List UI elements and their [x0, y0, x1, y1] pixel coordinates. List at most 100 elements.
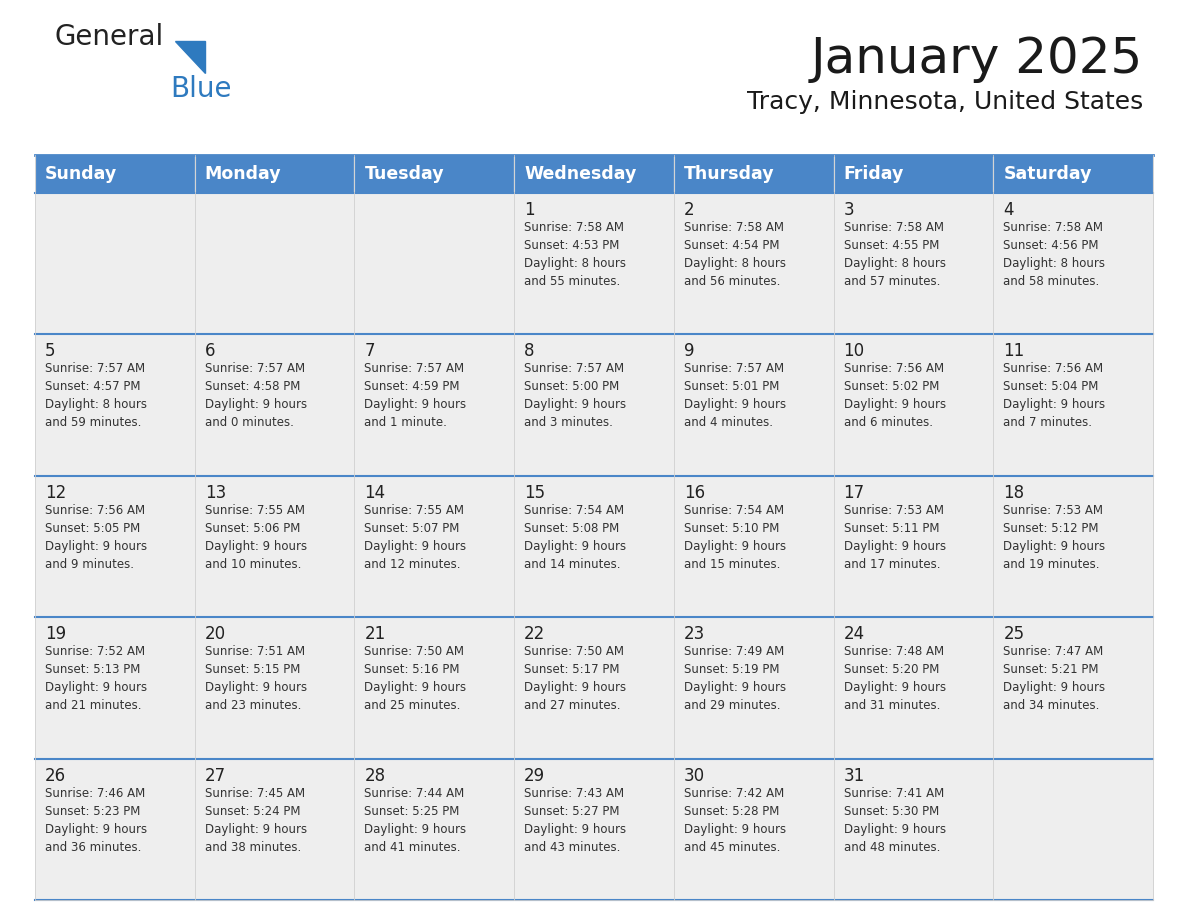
Bar — [195, 155, 354, 193]
Bar — [354, 758, 514, 900]
Bar — [834, 617, 993, 758]
Text: Sunrise: 7:58 AM
Sunset: 4:55 PM
Daylight: 8 hours
and 57 minutes.: Sunrise: 7:58 AM Sunset: 4:55 PM Dayligh… — [843, 221, 946, 288]
Text: 19: 19 — [45, 625, 67, 644]
Text: Sunrise: 7:56 AM
Sunset: 5:05 PM
Daylight: 9 hours
and 9 minutes.: Sunrise: 7:56 AM Sunset: 5:05 PM Dayligh… — [45, 504, 147, 571]
Bar — [34, 155, 195, 193]
Text: Sunrise: 7:48 AM
Sunset: 5:20 PM
Daylight: 9 hours
and 31 minutes.: Sunrise: 7:48 AM Sunset: 5:20 PM Dayligh… — [843, 645, 946, 712]
Bar — [195, 758, 354, 900]
Text: 9: 9 — [684, 342, 694, 361]
Text: Sunrise: 7:43 AM
Sunset: 5:27 PM
Daylight: 9 hours
and 43 minutes.: Sunrise: 7:43 AM Sunset: 5:27 PM Dayligh… — [524, 787, 626, 854]
Bar — [354, 476, 514, 617]
Text: 16: 16 — [684, 484, 704, 502]
Text: 15: 15 — [524, 484, 545, 502]
Bar — [514, 155, 674, 193]
Text: 4: 4 — [1004, 201, 1013, 219]
Bar — [34, 193, 195, 334]
Text: Sunrise: 7:42 AM
Sunset: 5:28 PM
Daylight: 9 hours
and 45 minutes.: Sunrise: 7:42 AM Sunset: 5:28 PM Dayligh… — [684, 787, 786, 854]
Text: 18: 18 — [1004, 484, 1024, 502]
Text: 2: 2 — [684, 201, 695, 219]
Bar — [514, 476, 674, 617]
Text: 26: 26 — [45, 767, 67, 785]
Text: Tuesday: Tuesday — [365, 165, 444, 183]
Bar — [195, 476, 354, 617]
Bar — [195, 334, 354, 476]
Text: 6: 6 — [204, 342, 215, 361]
Text: 13: 13 — [204, 484, 226, 502]
Text: 11: 11 — [1004, 342, 1024, 361]
Text: Sunrise: 7:54 AM
Sunset: 5:08 PM
Daylight: 9 hours
and 14 minutes.: Sunrise: 7:54 AM Sunset: 5:08 PM Dayligh… — [524, 504, 626, 571]
Bar — [514, 193, 674, 334]
Bar — [834, 476, 993, 617]
Text: Sunrise: 7:51 AM
Sunset: 5:15 PM
Daylight: 9 hours
and 23 minutes.: Sunrise: 7:51 AM Sunset: 5:15 PM Dayligh… — [204, 645, 307, 712]
Text: 17: 17 — [843, 484, 865, 502]
Text: Blue: Blue — [170, 75, 232, 103]
Text: Sunrise: 7:57 AM
Sunset: 5:01 PM
Daylight: 9 hours
and 4 minutes.: Sunrise: 7:57 AM Sunset: 5:01 PM Dayligh… — [684, 363, 786, 430]
Text: 1: 1 — [524, 201, 535, 219]
Text: 24: 24 — [843, 625, 865, 644]
Text: 23: 23 — [684, 625, 706, 644]
Bar — [514, 617, 674, 758]
Text: General: General — [55, 23, 164, 51]
Text: Sunrise: 7:58 AM
Sunset: 4:56 PM
Daylight: 8 hours
and 58 minutes.: Sunrise: 7:58 AM Sunset: 4:56 PM Dayligh… — [1004, 221, 1105, 288]
Bar — [674, 193, 834, 334]
Text: Sunrise: 7:57 AM
Sunset: 5:00 PM
Daylight: 9 hours
and 3 minutes.: Sunrise: 7:57 AM Sunset: 5:00 PM Dayligh… — [524, 363, 626, 430]
Text: Sunrise: 7:52 AM
Sunset: 5:13 PM
Daylight: 9 hours
and 21 minutes.: Sunrise: 7:52 AM Sunset: 5:13 PM Dayligh… — [45, 645, 147, 712]
Bar — [993, 193, 1154, 334]
Text: Sunrise: 7:55 AM
Sunset: 5:06 PM
Daylight: 9 hours
and 10 minutes.: Sunrise: 7:55 AM Sunset: 5:06 PM Dayligh… — [204, 504, 307, 571]
Text: Sunrise: 7:56 AM
Sunset: 5:02 PM
Daylight: 9 hours
and 6 minutes.: Sunrise: 7:56 AM Sunset: 5:02 PM Dayligh… — [843, 363, 946, 430]
Bar — [993, 758, 1154, 900]
Bar — [354, 617, 514, 758]
Text: Sunrise: 7:47 AM
Sunset: 5:21 PM
Daylight: 9 hours
and 34 minutes.: Sunrise: 7:47 AM Sunset: 5:21 PM Dayligh… — [1004, 645, 1105, 712]
Bar — [834, 758, 993, 900]
Polygon shape — [175, 41, 206, 73]
Text: Sunrise: 7:58 AM
Sunset: 4:53 PM
Daylight: 8 hours
and 55 minutes.: Sunrise: 7:58 AM Sunset: 4:53 PM Dayligh… — [524, 221, 626, 288]
Text: Sunday: Sunday — [45, 165, 118, 183]
Text: Sunrise: 7:55 AM
Sunset: 5:07 PM
Daylight: 9 hours
and 12 minutes.: Sunrise: 7:55 AM Sunset: 5:07 PM Dayligh… — [365, 504, 467, 571]
Bar — [834, 193, 993, 334]
Bar — [674, 758, 834, 900]
Text: 12: 12 — [45, 484, 67, 502]
Text: 3: 3 — [843, 201, 854, 219]
Bar — [834, 334, 993, 476]
Text: Sunrise: 7:50 AM
Sunset: 5:17 PM
Daylight: 9 hours
and 27 minutes.: Sunrise: 7:50 AM Sunset: 5:17 PM Dayligh… — [524, 645, 626, 712]
Bar — [993, 334, 1154, 476]
Bar — [354, 334, 514, 476]
Bar — [993, 617, 1154, 758]
Bar — [195, 617, 354, 758]
Text: 8: 8 — [524, 342, 535, 361]
Bar — [674, 334, 834, 476]
Text: Sunrise: 7:50 AM
Sunset: 5:16 PM
Daylight: 9 hours
and 25 minutes.: Sunrise: 7:50 AM Sunset: 5:16 PM Dayligh… — [365, 645, 467, 712]
Text: 20: 20 — [204, 625, 226, 644]
Text: Tracy, Minnesota, United States: Tracy, Minnesota, United States — [747, 90, 1143, 114]
Text: Sunrise: 7:56 AM
Sunset: 5:04 PM
Daylight: 9 hours
and 7 minutes.: Sunrise: 7:56 AM Sunset: 5:04 PM Dayligh… — [1004, 363, 1105, 430]
Text: Sunrise: 7:49 AM
Sunset: 5:19 PM
Daylight: 9 hours
and 29 minutes.: Sunrise: 7:49 AM Sunset: 5:19 PM Dayligh… — [684, 645, 786, 712]
Text: 27: 27 — [204, 767, 226, 785]
Bar — [674, 476, 834, 617]
Text: Sunrise: 7:46 AM
Sunset: 5:23 PM
Daylight: 9 hours
and 36 minutes.: Sunrise: 7:46 AM Sunset: 5:23 PM Dayligh… — [45, 787, 147, 854]
Text: Sunrise: 7:44 AM
Sunset: 5:25 PM
Daylight: 9 hours
and 41 minutes.: Sunrise: 7:44 AM Sunset: 5:25 PM Dayligh… — [365, 787, 467, 854]
Bar — [34, 476, 195, 617]
Text: January 2025: January 2025 — [810, 35, 1143, 83]
Text: 7: 7 — [365, 342, 375, 361]
Bar — [34, 617, 195, 758]
Text: 31: 31 — [843, 767, 865, 785]
Text: Sunrise: 7:57 AM
Sunset: 4:58 PM
Daylight: 9 hours
and 0 minutes.: Sunrise: 7:57 AM Sunset: 4:58 PM Dayligh… — [204, 363, 307, 430]
Text: Monday: Monday — [204, 165, 282, 183]
Text: 29: 29 — [524, 767, 545, 785]
Text: Sunrise: 7:45 AM
Sunset: 5:24 PM
Daylight: 9 hours
and 38 minutes.: Sunrise: 7:45 AM Sunset: 5:24 PM Dayligh… — [204, 787, 307, 854]
Bar — [993, 476, 1154, 617]
Text: Thursday: Thursday — [684, 165, 775, 183]
Text: 5: 5 — [45, 342, 56, 361]
Text: Sunrise: 7:57 AM
Sunset: 4:59 PM
Daylight: 9 hours
and 1 minute.: Sunrise: 7:57 AM Sunset: 4:59 PM Dayligh… — [365, 363, 467, 430]
Text: 14: 14 — [365, 484, 386, 502]
Bar — [674, 617, 834, 758]
Bar — [514, 758, 674, 900]
Text: 30: 30 — [684, 767, 704, 785]
Bar — [34, 334, 195, 476]
Text: 22: 22 — [524, 625, 545, 644]
Bar — [514, 334, 674, 476]
Text: Sunrise: 7:53 AM
Sunset: 5:12 PM
Daylight: 9 hours
and 19 minutes.: Sunrise: 7:53 AM Sunset: 5:12 PM Dayligh… — [1004, 504, 1105, 571]
Bar — [834, 155, 993, 193]
Text: 25: 25 — [1004, 625, 1024, 644]
Bar — [354, 155, 514, 193]
